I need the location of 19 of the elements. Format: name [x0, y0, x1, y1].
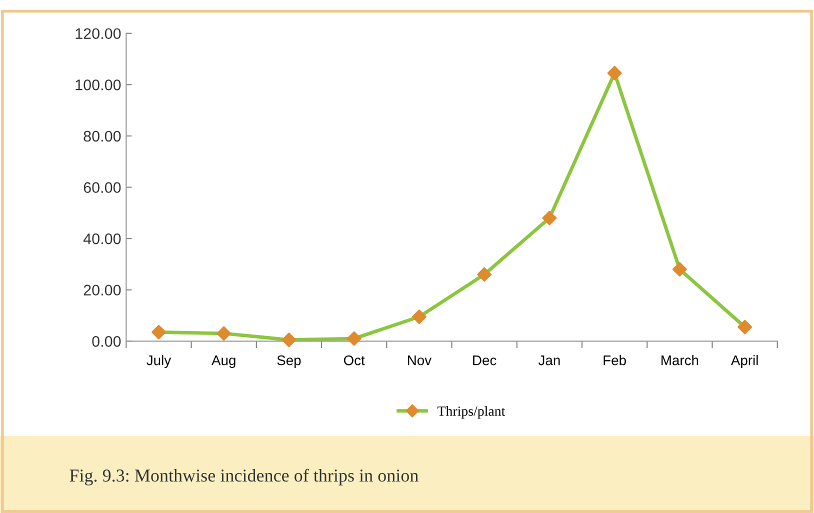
x-tick-label: Dec [473, 356, 496, 366]
y-tick-label: 40.00 [83, 233, 121, 244]
legend-label: Thrips/plant [438, 406, 506, 419]
x-tick-label: Nov [408, 356, 432, 366]
y-tick-label: 20.00 [84, 284, 121, 296]
y-tick-label: 100.00 [76, 80, 121, 90]
x-tick-label: Oct [344, 355, 365, 366]
x-tick-label: July [146, 355, 172, 368]
x-tick-label: Feb [604, 355, 626, 366]
y-tick-label: 0.00 [92, 336, 121, 347]
caption: Fig. 9.3: Monthwise incidence of thrips in onion [70, 468, 418, 486]
y-tick-label: 60.00 [84, 182, 121, 193]
x-tick-label: Jan [538, 356, 560, 366]
x-tick-label: Sep [277, 355, 301, 368]
y-tick-label: 80.00 [84, 130, 121, 142]
y-tick-label: 120.00 [76, 28, 121, 40]
x-tick-label: March [662, 355, 698, 366]
x-tick-label: April [730, 355, 758, 368]
x-tick-label: Aug [212, 356, 236, 368]
